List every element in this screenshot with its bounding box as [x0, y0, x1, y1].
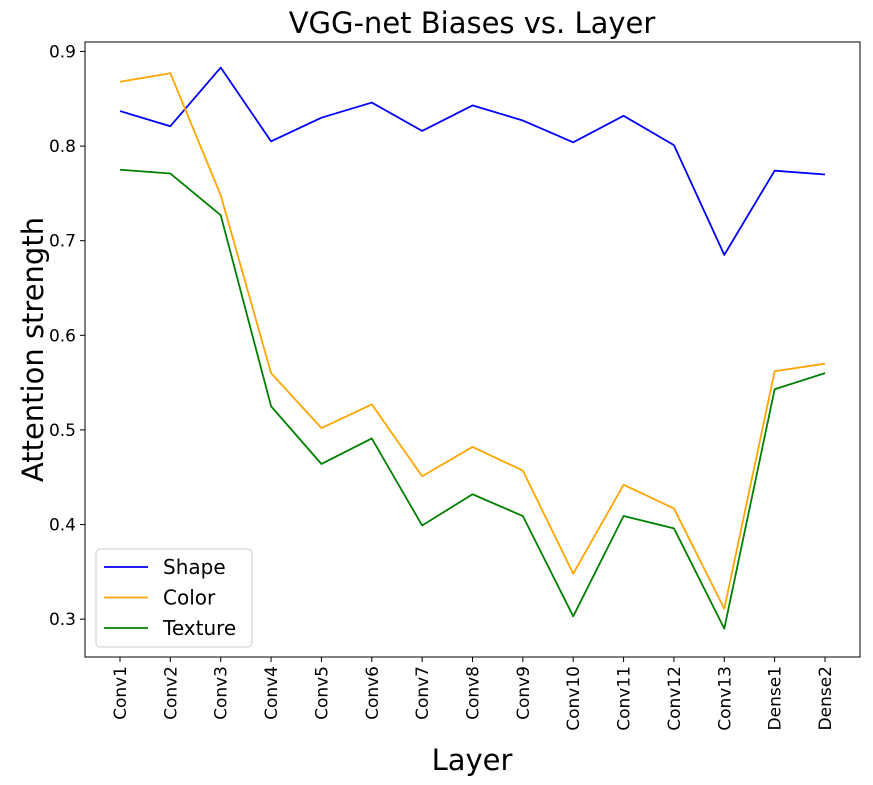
x-tick-label: Dense1	[766, 666, 786, 730]
plot-frame	[84, 41, 861, 658]
legend: Shape Color Texture	[95, 548, 253, 648]
legend-label-color: Color	[163, 586, 216, 610]
x-tick-label: Conv12	[665, 666, 685, 731]
x-tick-label: Dense2	[816, 666, 836, 730]
x-axis-title: Layer	[432, 743, 513, 777]
x-tick-label: Conv6	[363, 666, 383, 720]
y-tick-label: 0.9	[49, 42, 76, 62]
x-tick-label: Conv1	[111, 666, 131, 720]
y-axis-title: Attention strength	[16, 217, 50, 482]
y-tick-label: 0.4	[49, 516, 76, 536]
legend-label-texture: Texture	[162, 616, 236, 640]
x-tick-label: Conv7	[413, 666, 433, 720]
y-tick-label: 0.3	[49, 610, 76, 630]
x-tick-label: Conv13	[715, 666, 735, 731]
x-tick-label: Conv3	[212, 666, 232, 720]
series-line-shape	[119, 66, 826, 256]
x-tick-label: Conv5	[312, 666, 332, 720]
y-tick-label: 0.6	[49, 326, 76, 346]
x-tick-label: Conv8	[464, 666, 484, 720]
legend-box	[95, 548, 253, 648]
x-tick-label: Conv4	[262, 666, 282, 720]
x-tick-label: Conv2	[161, 666, 181, 720]
chart-title: VGG-net Biases vs. Layer	[289, 6, 656, 40]
series-line-color	[119, 72, 826, 610]
legend-label-shape: Shape	[163, 555, 226, 579]
x-tick-label: Conv9	[514, 666, 534, 720]
x-tick-label: Conv10	[564, 666, 584, 731]
series-line-texture	[119, 168, 826, 630]
y-tick-label: 0.5	[49, 421, 76, 441]
y-tick-label: 0.8	[49, 137, 76, 157]
y-tick-label: 0.7	[49, 232, 76, 252]
x-tick-label: Conv11	[615, 666, 635, 731]
plot-area: 0.3 0.4 0.5 0.6 0.7 0.8 0.9 Conv1 Conv2 Conv3 Conv…	[49, 42, 836, 730]
